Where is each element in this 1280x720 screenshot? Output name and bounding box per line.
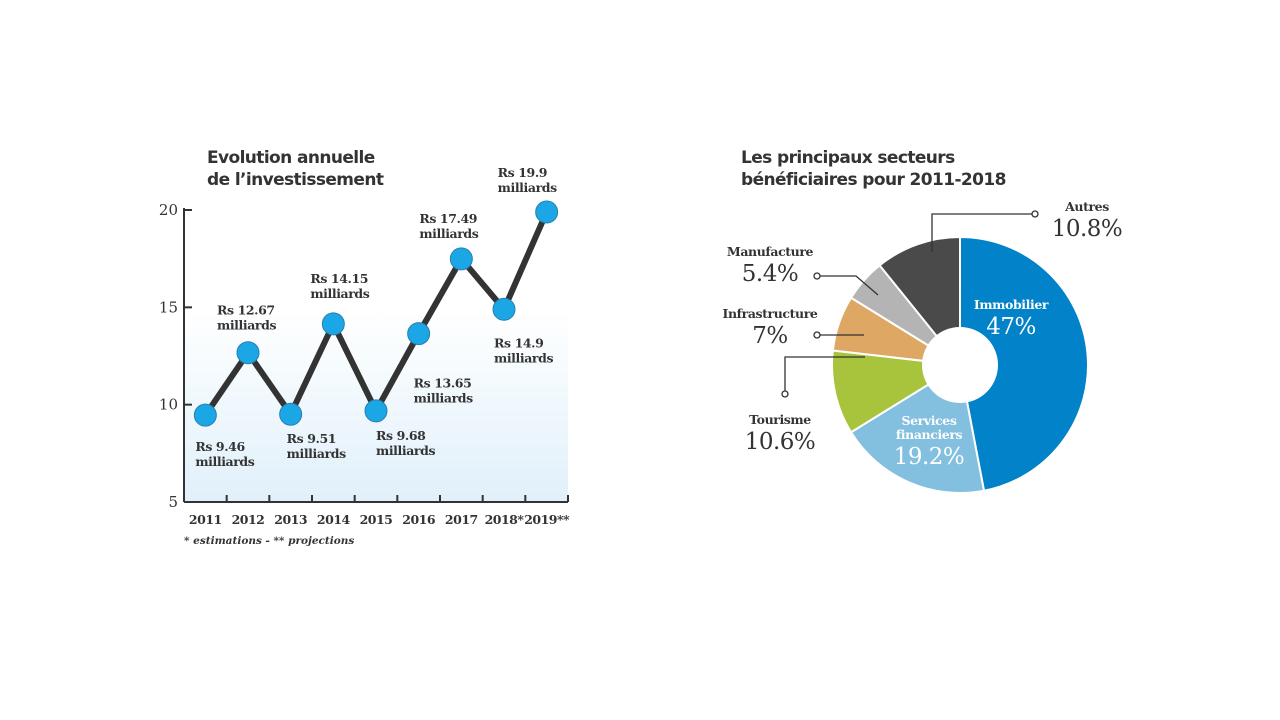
slice-value: 47%	[986, 314, 1036, 340]
chart-title: Les principaux secteurs	[741, 148, 955, 168]
data-label: Rs 12.67	[217, 303, 275, 318]
chart-title: bénéficiaires pour 2011-2018	[741, 170, 1006, 190]
y-tick-label: 20	[159, 201, 178, 219]
x-tick-label: 2019**	[524, 512, 570, 527]
x-tick-label: 2014	[317, 512, 351, 527]
data-label: Rs 19.9	[498, 165, 547, 180]
chart-title: de l’investissement	[207, 170, 384, 190]
slice-label: Autres	[1064, 199, 1109, 214]
data-label: milliards	[217, 318, 276, 333]
data-point	[364, 399, 388, 423]
data-label: milliards	[414, 391, 473, 406]
leader-line	[817, 275, 879, 296]
x-tick-label: 2015	[360, 512, 393, 527]
y-tick-label: 15	[159, 298, 178, 316]
slice-label: financiers	[896, 427, 963, 442]
data-label: Rs 9.46	[195, 439, 245, 454]
data-label: milliards	[494, 350, 553, 365]
slice-label: Infrastructure	[723, 306, 818, 321]
data-point	[279, 402, 303, 426]
data-label: milliards	[498, 180, 557, 195]
chart-title: Evolution annuelle	[207, 148, 375, 168]
x-tick-label: 2012	[232, 512, 265, 527]
leader-line	[784, 356, 865, 394]
leader-dot	[781, 390, 789, 398]
slice-value: 7%	[752, 323, 788, 349]
data-point	[193, 403, 217, 427]
data-label: milliards	[195, 454, 254, 469]
leader-line	[931, 213, 1035, 252]
donut-hole	[922, 327, 998, 403]
x-tick-label: 2017	[445, 512, 478, 527]
x-tick-label: 2011	[189, 512, 222, 527]
data-label: Rs 9.68	[376, 428, 426, 443]
slice-label: Tourisme	[749, 412, 811, 427]
y-tick-label: 5	[168, 493, 178, 511]
data-label: milliards	[376, 443, 435, 458]
x-tick-label: 2018*	[485, 512, 525, 527]
data-label: milliards	[287, 446, 346, 461]
leader-dot	[1031, 210, 1039, 218]
leader-dot	[813, 331, 821, 339]
leader-dot	[813, 272, 821, 280]
data-point	[236, 341, 260, 365]
slice-value: 5.4%	[742, 261, 798, 287]
y-tick-label: 10	[159, 396, 178, 414]
data-label: Rs 14.9	[494, 335, 543, 350]
pie-slice-immobilier	[959, 235, 1089, 492]
x-tick-label: 2013	[274, 512, 307, 527]
slice-label: Services	[902, 413, 957, 428]
data-label: Rs 13.65	[414, 376, 472, 391]
data-point	[407, 322, 431, 346]
slice-label: Manufacture	[727, 244, 814, 259]
data-point	[492, 297, 516, 321]
data-label: Rs 9.51	[287, 431, 336, 446]
data-label: Rs 14.15	[310, 271, 368, 286]
data-label: milliards	[419, 226, 478, 241]
slice-value: 10.6%	[745, 429, 816, 455]
slice-value: 10.8%	[1052, 216, 1123, 242]
footnote: * estimations - ** projections	[184, 535, 354, 547]
data-point	[535, 200, 559, 224]
x-tick-label: 2016	[402, 512, 436, 527]
data-label: milliards	[310, 286, 369, 301]
slice-value: 19.2%	[894, 444, 965, 470]
data-point	[321, 312, 345, 336]
slice-label: Immobilier	[974, 297, 1049, 312]
data-point	[449, 247, 473, 271]
data-label: Rs 17.49	[419, 211, 477, 226]
